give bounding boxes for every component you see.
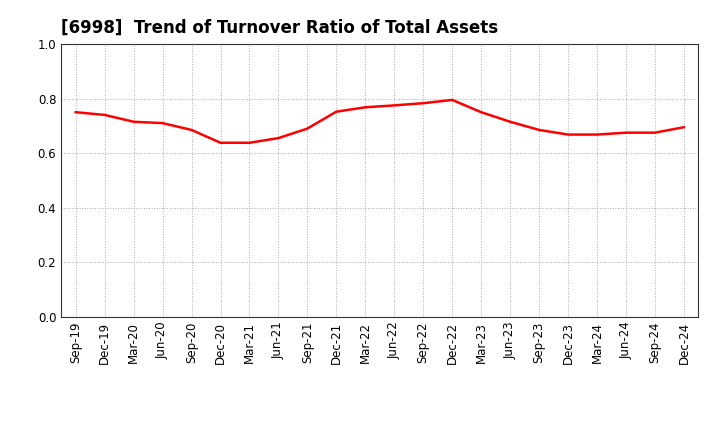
Text: [6998]  Trend of Turnover Ratio of Total Assets: [6998] Trend of Turnover Ratio of Total … <box>61 19 498 37</box>
